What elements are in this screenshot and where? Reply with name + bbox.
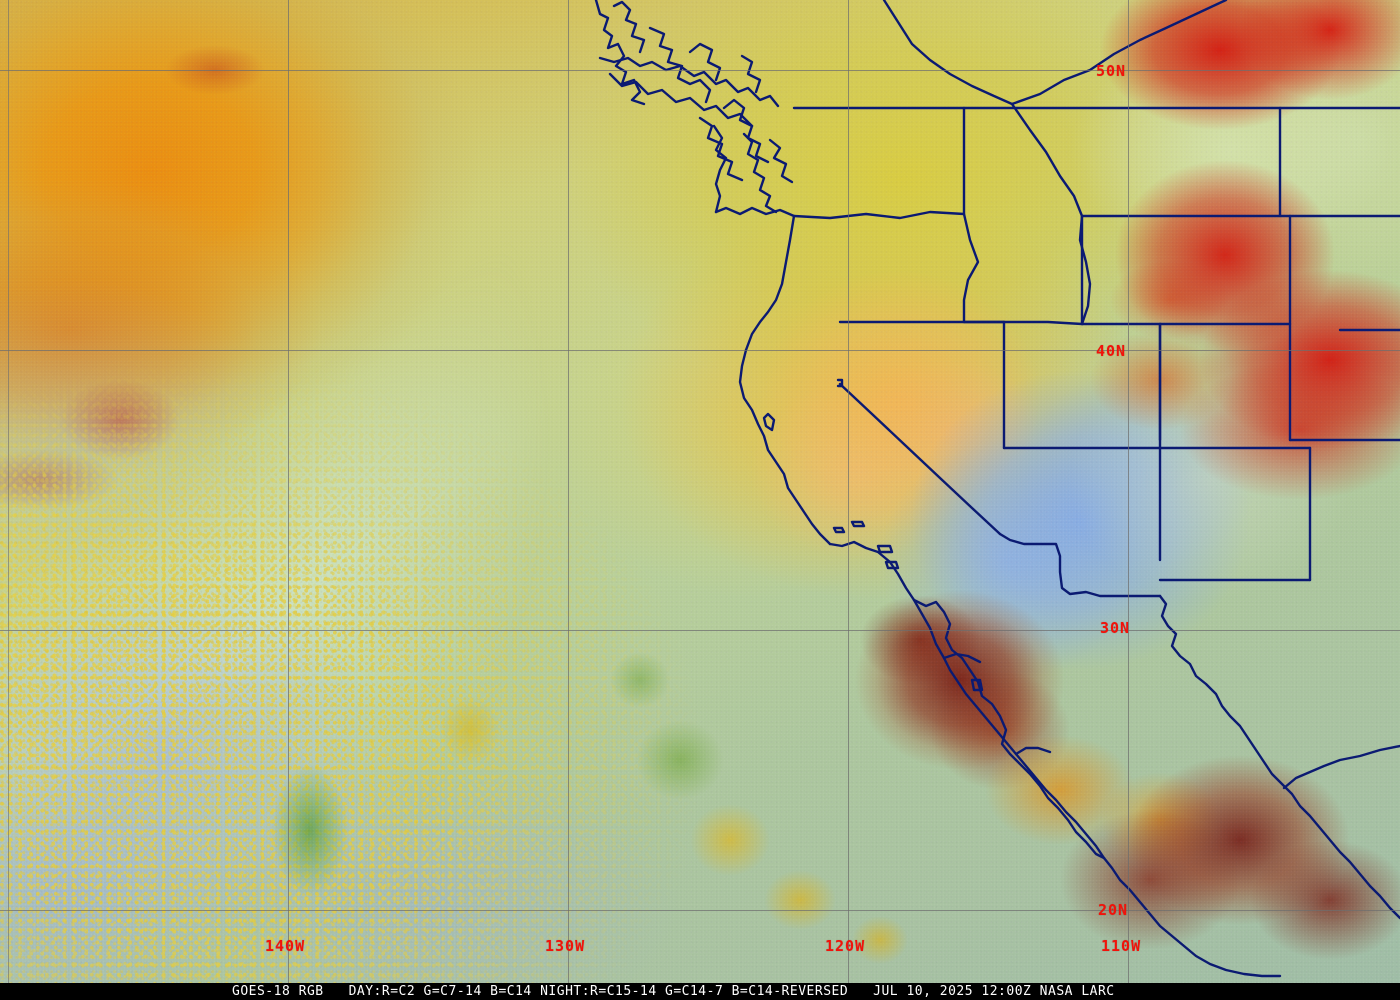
- gulf-island: [970, 678, 984, 692]
- washington-oregon-border: [792, 210, 966, 220]
- channel-islands-2: [850, 520, 866, 528]
- grid-line-lat-30: [0, 630, 1400, 631]
- california-coastline: [738, 348, 832, 546]
- grid-line-lon-120: [848, 0, 849, 983]
- baja-gulf-coastline: [912, 598, 1106, 860]
- caption-text: GOES-18 RGB DAY:R=C2 G=C7-14 B=C14 NIGHT…: [232, 984, 1115, 999]
- grid-label-50N: 50N: [1096, 62, 1127, 80]
- grid-label-20N: 20N: [1098, 901, 1129, 919]
- grid-line-lat-50: [0, 70, 1400, 71]
- grid-line-lon-130: [568, 0, 569, 983]
- washington-coastline: [712, 124, 796, 218]
- channel-islands-1: [832, 526, 846, 534]
- channel-islands-4: [884, 560, 900, 570]
- grid-label-40N: 40N: [1096, 342, 1127, 360]
- grid-label-120W: 120W: [825, 937, 866, 955]
- baja-california-coastline: [912, 598, 1106, 860]
- baja-state-border: [1014, 746, 1052, 756]
- san-francisco-bay: [762, 412, 776, 432]
- sonora-sinaloa-border: [1282, 744, 1400, 790]
- mexico-mainland-coastline: [1158, 594, 1400, 920]
- grid-line-lat-40: [0, 350, 1400, 351]
- mexico-coast-south: [1102, 856, 1282, 978]
- british-columbia-coastline: [594, 0, 780, 182]
- alberta-sask-border: [1010, 0, 1228, 106]
- channel-islands-3: [876, 544, 894, 554]
- baja-north-state-border: [942, 652, 982, 664]
- bc-alberta-border: [882, 0, 1014, 106]
- idaho-montana-border: [1010, 102, 1092, 326]
- california-nevada-border: [836, 378, 844, 388]
- grid-label-140W: 140W: [265, 937, 306, 955]
- caption-bar: GOES-18 RGB DAY:R=C2 G=C7-14 B=C14 NIGHT…: [0, 983, 1400, 1000]
- grid-label-110W: 110W: [1101, 937, 1142, 955]
- california-south-coast: [828, 540, 916, 602]
- arizona-mexico-border: [998, 532, 1162, 598]
- grid-label-130W: 130W: [545, 937, 586, 955]
- grid-line-lat-20: [0, 910, 1400, 911]
- grid-line-lon-110: [1128, 0, 1129, 983]
- grid-label-30N: 30N: [1100, 619, 1131, 637]
- grid-line-extra-v-0: [8, 0, 9, 983]
- california-nevada-diagonal: [838, 382, 1002, 536]
- idaho-border: [962, 106, 980, 324]
- oregon-california-coastline: [744, 214, 796, 352]
- grid-line-lon-140: [288, 0, 289, 983]
